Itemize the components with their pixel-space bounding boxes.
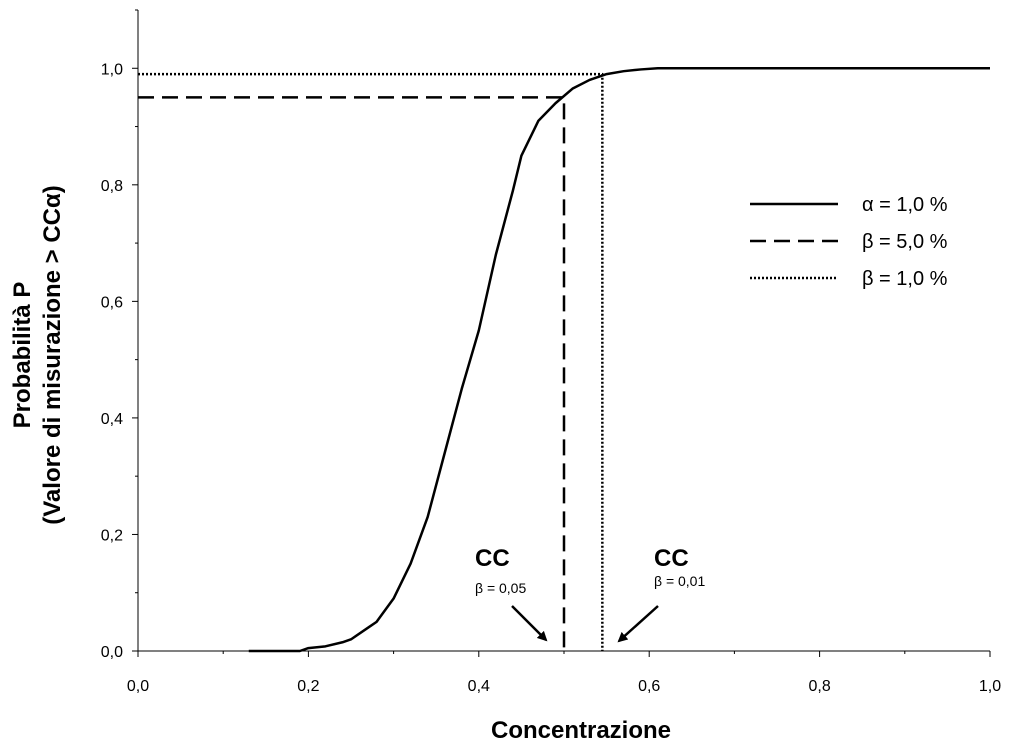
axis-ticks xyxy=(132,9,991,657)
axis-tick-labels: 0,0 0,2 0,4 0,6 0,8 1,0 0,0 0,2 0,4 0,6 0,8 1,0 xyxy=(101,61,1001,695)
x-tick-label: 0,2 xyxy=(297,678,319,695)
x-tick-label: 1,0 xyxy=(979,678,1001,695)
annotation-arrow-001 xyxy=(617,605,659,643)
y-tick-label: 0,8 xyxy=(101,178,123,195)
y-tick-label: 0,2 xyxy=(101,527,123,544)
x-tick-label: 0,0 xyxy=(127,678,149,695)
x-tick-label: 0,4 xyxy=(468,678,490,695)
y-tick-label: 0,0 xyxy=(101,644,123,661)
annotation-arrow-005 xyxy=(511,605,548,642)
series-line-beta-1 xyxy=(138,72,604,651)
y-tick-label: 0,6 xyxy=(101,294,123,311)
annotation-cc-001-sub: β = 0,01 xyxy=(654,573,705,589)
legend: α = 1,0 % β = 5,0 % β = 1,0 % xyxy=(750,194,948,290)
y-axis-title-line1: Probabilità P xyxy=(9,282,36,429)
x-tick-label: 0,8 xyxy=(808,678,830,695)
legend-label-alpha: α = 1,0 % xyxy=(862,194,948,216)
annotation-cc-005-sub: β = 0,05 xyxy=(475,580,526,596)
x-tick-label: 0,6 xyxy=(638,678,660,695)
legend-label-beta1: β = 1,0 % xyxy=(862,268,948,290)
annotation-cc-001-main: CC xyxy=(654,545,689,572)
x-axis-title: Concentrazione xyxy=(491,717,671,744)
series-line-alpha-1 xyxy=(248,67,990,653)
y-tick-label: 1,0 xyxy=(101,61,123,78)
annotation-cc-005-main: CC xyxy=(475,545,510,572)
series-lines xyxy=(138,67,990,653)
y-tick-label: 0,4 xyxy=(101,411,123,428)
annotations: CC β = 0,05 CC β = 0,01 xyxy=(475,545,705,643)
legend-label-beta5: β = 5,0 % xyxy=(862,231,948,253)
series-line-beta-5 xyxy=(138,96,566,651)
y-axis-title-line2: (Valore di misurazione > CCα) xyxy=(39,185,66,525)
